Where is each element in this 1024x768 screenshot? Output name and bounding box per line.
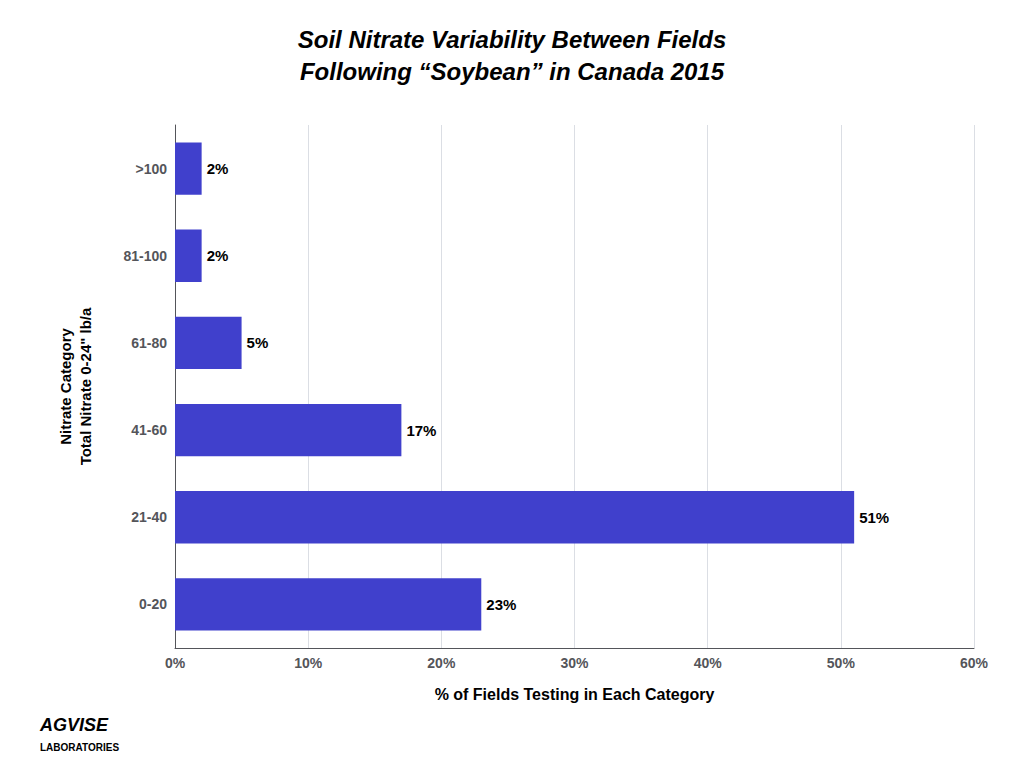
svg-text:23%: 23%: [486, 596, 516, 613]
svg-text:Soil Nitrate Variability Betwe: Soil Nitrate Variability Between Fields: [298, 26, 727, 53]
svg-text:40%: 40%: [694, 655, 723, 671]
svg-text:0-20: 0-20: [139, 596, 167, 612]
svg-text:60%: 60%: [960, 655, 989, 671]
svg-text:2%: 2%: [207, 247, 229, 264]
svg-text:61-80: 61-80: [131, 335, 167, 351]
svg-text:>100: >100: [135, 161, 167, 177]
svg-text:LABORATORIES: LABORATORIES: [40, 742, 119, 753]
svg-text:51%: 51%: [859, 509, 889, 526]
svg-text:5%: 5%: [247, 334, 269, 351]
svg-text:% of Fields Testing in Each Ca: % of Fields Testing in Each Category: [435, 686, 715, 703]
svg-text:AGVISE: AGVISE: [39, 715, 109, 735]
svg-text:30%: 30%: [560, 655, 589, 671]
svg-text:Following “Soybean” in Canada: Following “Soybean” in Canada 2015: [300, 58, 725, 85]
svg-text:50%: 50%: [827, 655, 856, 671]
svg-text:41-60: 41-60: [131, 422, 167, 438]
svg-text:10%: 10%: [294, 655, 323, 671]
svg-text:81-100: 81-100: [123, 248, 167, 264]
svg-text:Nitrate Category: Nitrate Category: [57, 327, 74, 444]
svg-text:20%: 20%: [427, 655, 456, 671]
svg-text:2%: 2%: [207, 160, 229, 177]
svg-text:0%: 0%: [165, 655, 186, 671]
svg-text:21-40: 21-40: [131, 509, 167, 525]
svg-text:17%: 17%: [406, 422, 436, 439]
svg-text:Total Nitrate 0-24" lb/a: Total Nitrate 0-24" lb/a: [77, 307, 94, 465]
